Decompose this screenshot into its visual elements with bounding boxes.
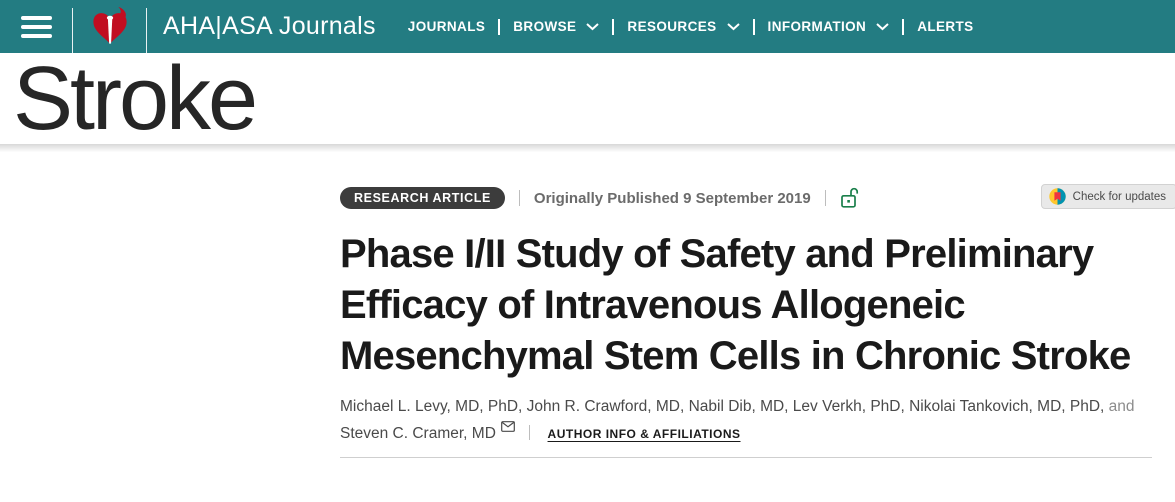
- nav-resources[interactable]: RESOURCES: [627, 19, 740, 34]
- author-list: Michael L. Levy, MD, PhD, John R. Crawfo…: [340, 393, 1150, 448]
- journal-logo-stroke[interactable]: Stroke: [13, 53, 258, 144]
- nav-divider: [612, 18, 615, 35]
- article-type-badge: RESEARCH ARTICLE: [340, 187, 505, 209]
- and-word: and: [1108, 398, 1135, 415]
- brand-title[interactable]: AHA|ASA Journals: [163, 12, 376, 40]
- section-divider: [340, 457, 1152, 458]
- nav-browse[interactable]: BROWSE: [513, 19, 600, 34]
- check-for-updates-button[interactable]: Check for updates: [1040, 184, 1175, 209]
- article-meta-row: RESEARCH ARTICLE Originally Published 9 …: [340, 186, 1172, 210]
- meta-divider: [824, 190, 826, 206]
- author-info-affiliations-link[interactable]: AUTHOR INFO & AFFILIATIONS: [547, 427, 741, 441]
- chevron-down-icon: [726, 19, 740, 34]
- divider: [72, 8, 73, 53]
- chevron-down-icon: [586, 19, 600, 34]
- chevron-down-icon: [876, 19, 889, 34]
- nav-information[interactable]: INFORMATION: [768, 19, 890, 34]
- nav-divider: [498, 18, 501, 35]
- divider: [146, 8, 147, 53]
- email-icon[interactable]: [501, 414, 515, 441]
- corresponding-author: Steven C. Cramer, MD: [340, 425, 496, 442]
- authors-text: Michael L. Levy, MD, PhD, John R. Crawfo…: [340, 398, 1105, 415]
- nav-alerts[interactable]: ALERTS: [917, 19, 974, 34]
- check-updates-label: Check for updates: [1072, 190, 1166, 203]
- aha-logo-link[interactable]: [73, 0, 146, 53]
- publish-date: Originally Published 9 September 2019: [533, 189, 811, 207]
- article-header: RESEARCH ARTICLE Originally Published 9 …: [340, 152, 1175, 458]
- nav-divider: [902, 18, 905, 35]
- article-title: Phase I/II Study of Safety and Prelimina…: [340, 232, 1131, 378]
- menu-button[interactable]: [0, 0, 72, 53]
- top-navigation-bar: AHA|ASA Journals JOURNALS BROWSE RESOURC…: [0, 0, 1175, 53]
- crossmark-icon: [1048, 188, 1066, 205]
- aha-heart-torch-icon: [89, 5, 131, 49]
- open-access-lock-icon: [840, 187, 860, 209]
- nav-journals[interactable]: JOURNALS: [407, 19, 486, 34]
- meta-divider: [518, 190, 520, 206]
- nav-divider: [752, 18, 755, 35]
- author-divider: [529, 425, 531, 440]
- journal-masthead: Stroke: [0, 53, 1175, 144]
- primary-nav: JOURNALS BROWSE RESOURCES INFORMATION AL…: [407, 18, 974, 35]
- masthead-shadow-divider: [0, 144, 1175, 152]
